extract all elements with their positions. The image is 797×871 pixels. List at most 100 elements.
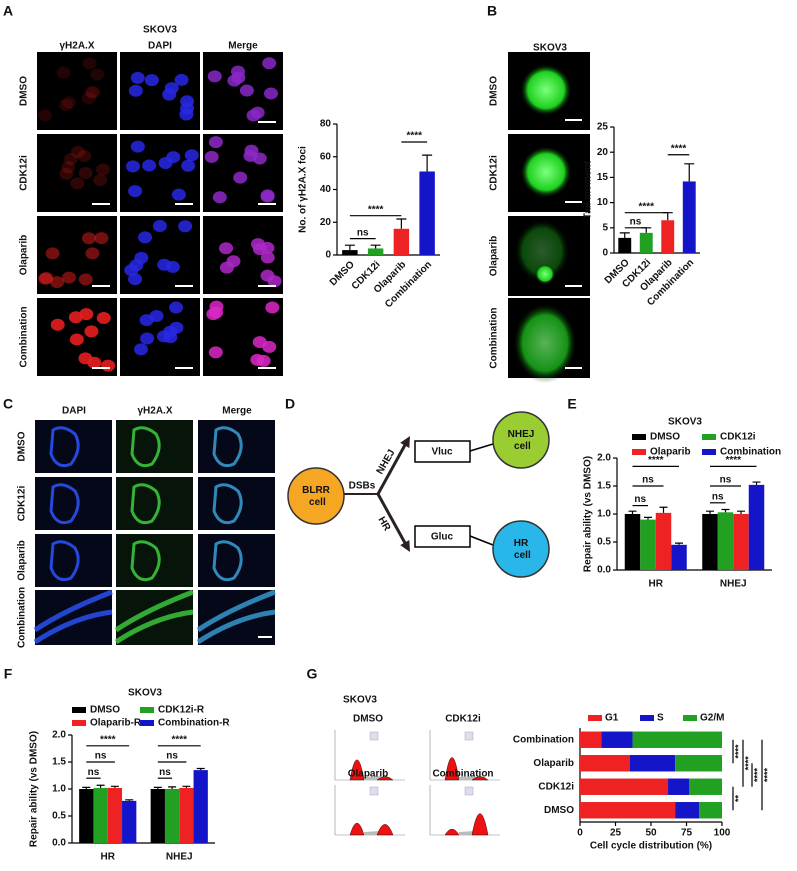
row-label: Olaparib [17, 540, 28, 581]
significance-label: ns [642, 475, 654, 486]
y-tick-label: 0.5 [597, 537, 611, 548]
error-bar [422, 154, 433, 172]
y-axis-label: Repair ability (vs DMSO) [29, 731, 40, 847]
significance-label: **** [733, 744, 743, 759]
error-bar [82, 786, 91, 789]
x-tick-label: NHEJ [166, 852, 193, 863]
tissue [130, 483, 161, 525]
legend-swatch [632, 449, 646, 455]
y-tick-label: 0.0 [597, 565, 611, 576]
edge-label: DSBs [349, 481, 376, 492]
error-bar [110, 785, 119, 788]
error-bar [644, 516, 652, 520]
y-tick-label: 0.5 [52, 811, 66, 822]
x-tick-label: 25 [610, 828, 622, 839]
bar [342, 250, 358, 255]
significance-label: **** [368, 204, 384, 215]
legend-swatch [702, 434, 716, 440]
y-tick-label: 2.0 [597, 453, 611, 464]
bar-segment [580, 731, 602, 748]
significance-label: ns [88, 767, 100, 778]
nucleus [61, 271, 76, 284]
error-bar [96, 784, 105, 788]
significance-label: **** [671, 143, 687, 154]
legend-label: G2/M [700, 713, 724, 724]
y-tick-label: 2.0 [52, 730, 66, 741]
significance-label: **** [648, 455, 664, 466]
y-tick-label: 1.5 [52, 757, 66, 768]
legend-swatch [72, 707, 86, 713]
comet-head [520, 146, 572, 198]
nucleus [68, 311, 83, 324]
tissue [130, 426, 161, 468]
box [414, 525, 471, 548]
legend-swatch [72, 720, 86, 726]
significance-label: ** [733, 795, 743, 803]
flow-legend [464, 786, 474, 796]
bar [640, 519, 656, 570]
significance-label: ns [95, 751, 107, 762]
nucleus [142, 159, 157, 172]
y-axis-label: No. of γH2A.X foci [298, 146, 309, 233]
error-bar [659, 506, 668, 513]
nucleus [130, 71, 145, 84]
nucleus [165, 260, 180, 273]
error-bar [370, 244, 381, 249]
y-tick-label: CDK12i [538, 781, 574, 792]
nucleus [207, 70, 222, 83]
bar [639, 232, 653, 253]
legend-label: DMSO [650, 432, 680, 443]
x-tick-label: 100 [714, 828, 731, 839]
legend-label: Combination [720, 447, 781, 458]
significance-label: ns [712, 491, 724, 502]
nucleus [208, 136, 223, 149]
nucleus [56, 66, 71, 79]
significance-label: **** [171, 734, 187, 745]
micrograph [116, 477, 193, 530]
comet-head [535, 264, 555, 284]
nucleus [180, 95, 195, 108]
nucleus [212, 191, 227, 204]
nucleus [267, 275, 282, 288]
legend-swatch [140, 720, 154, 726]
y-tick-label: 0.0 [52, 838, 66, 849]
comet-head [520, 64, 572, 116]
nucleus [233, 171, 248, 184]
nucleus [252, 336, 267, 349]
bar [150, 789, 165, 843]
nucleus [125, 160, 140, 173]
bar [393, 228, 410, 255]
error-bar [737, 510, 745, 514]
tissue [196, 589, 276, 645]
significance-label: ns [357, 227, 369, 238]
node-label-line: cell [306, 497, 326, 508]
error-bar [721, 508, 730, 513]
comet-tail [513, 303, 577, 383]
legend-swatch [702, 449, 716, 455]
bar [618, 237, 632, 253]
nucleus [70, 145, 85, 158]
nucleus [239, 84, 254, 97]
flow-g1-peak [349, 759, 365, 781]
bar [682, 181, 696, 253]
significance-label: **** [752, 768, 762, 783]
nucleus [226, 255, 241, 268]
chart-title: SKOV3 [668, 417, 702, 428]
nucleus [84, 85, 99, 98]
row-label: Combination [17, 587, 28, 648]
image-title: SKOV3 [143, 25, 177, 36]
nucleus [243, 149, 258, 162]
legend-label: CDK12i [720, 432, 756, 443]
nucleus [90, 68, 105, 81]
y-axis-label: Repair ability (vs DMSO) [583, 456, 594, 572]
nucleus [174, 73, 189, 86]
nucleus [163, 325, 178, 338]
nucleus [139, 314, 154, 327]
nucleus [152, 219, 167, 232]
nucleus [133, 343, 148, 356]
nucleus [61, 96, 76, 109]
significance-label: ns [166, 751, 178, 762]
chart-title: SKOV3 [128, 688, 162, 699]
tissue [33, 589, 113, 645]
